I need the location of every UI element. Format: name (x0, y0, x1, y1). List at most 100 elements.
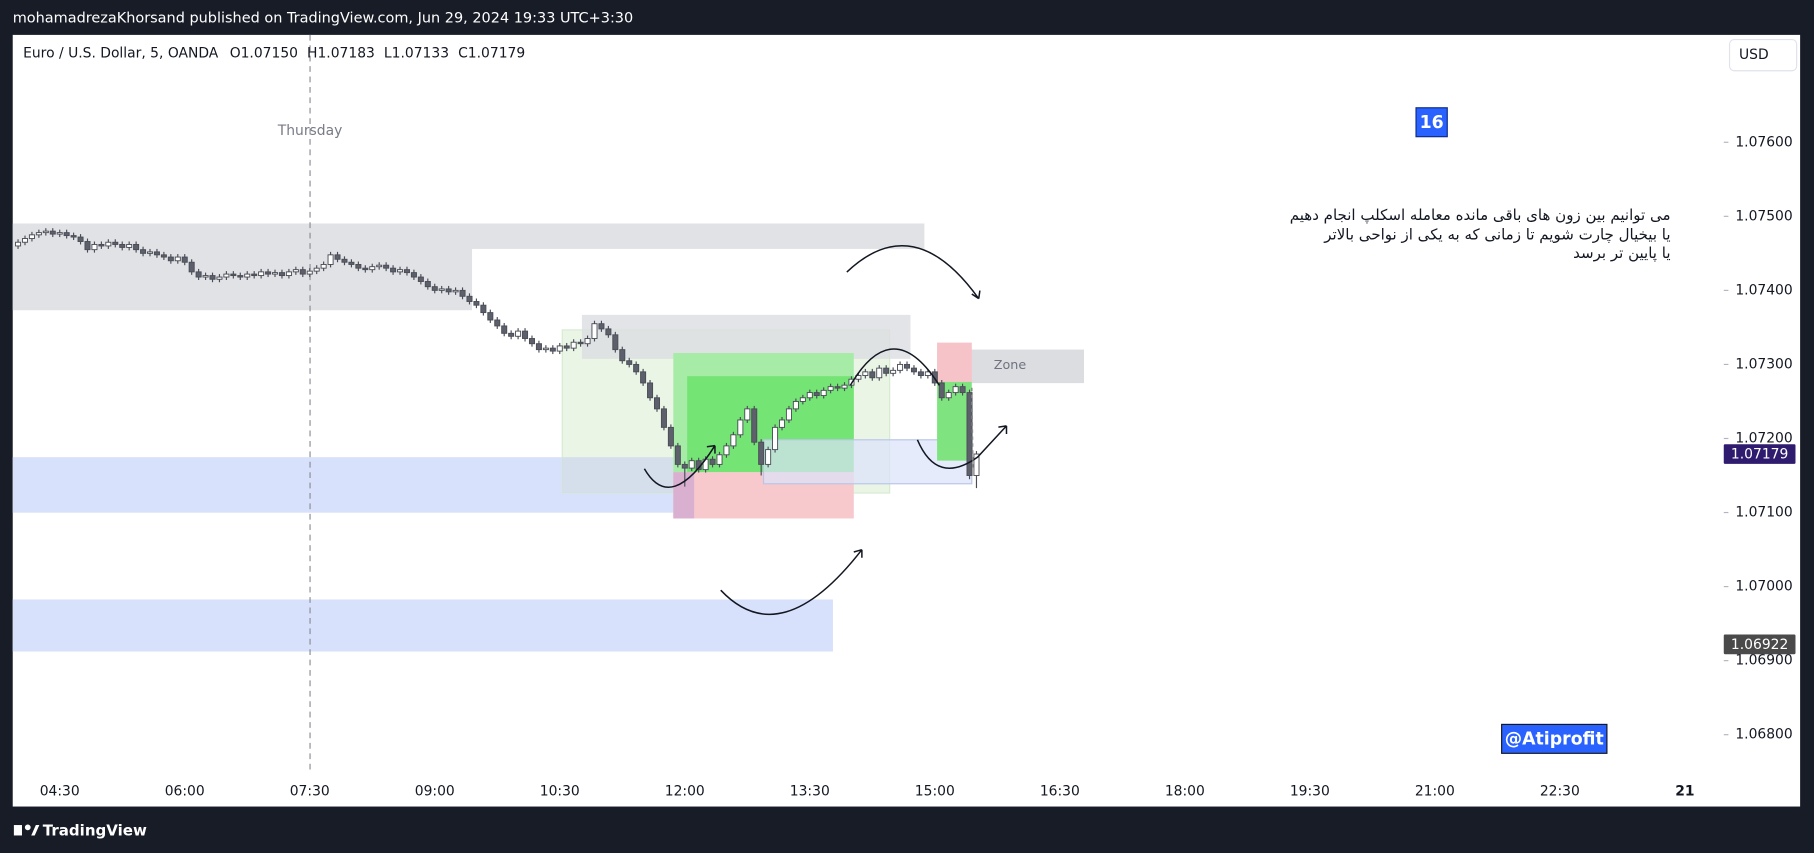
candle-down (160, 254, 167, 258)
arrow (720, 548, 863, 616)
day-label: Thursday (277, 123, 343, 139)
symbol: Euro / U.S. Dollar, 5, OANDA (23, 45, 219, 61)
candle-down (167, 256, 174, 262)
candle-up (737, 419, 744, 436)
candle-up (105, 241, 112, 247)
x-tick-label: 09:00 (415, 783, 455, 799)
candle-down (133, 244, 140, 251)
zone-box (12, 599, 833, 652)
candle-up (570, 341, 577, 349)
symbol-legend: Euro / U.S. Dollar, 5, OANDA O1.07150 H1… (23, 45, 525, 61)
candle-up (890, 369, 897, 374)
candle-down (501, 325, 508, 334)
candle-down (966, 392, 973, 476)
price-label-box (1723, 634, 1796, 655)
y-tick-label: 1.07300 (1735, 356, 1792, 372)
logo-mark (13, 825, 22, 836)
stop-box (937, 342, 972, 382)
candle-down (383, 264, 390, 269)
candle-down (355, 263, 362, 269)
candle-down (230, 273, 237, 277)
candle-down (63, 232, 70, 237)
candle-down (153, 251, 160, 256)
arrows (643, 245, 1008, 616)
arrow (849, 348, 941, 386)
candle-down (681, 463, 688, 469)
candle-up (216, 276, 223, 280)
candle-down (410, 272, 417, 278)
y-tick-label: 1.07500 (1735, 208, 1792, 224)
ohlc-key: C (458, 45, 468, 61)
candle-up (452, 289, 459, 293)
candle-down (647, 382, 654, 399)
candle-up (320, 263, 327, 269)
stop-box (673, 472, 695, 519)
candle-down (278, 272, 285, 277)
badge-text: 16 (1420, 113, 1444, 133)
candle-up (744, 408, 751, 421)
candle-down (494, 319, 501, 327)
ohlc-value: 1.07133 (392, 45, 449, 61)
candle-down (619, 349, 626, 362)
candle-down (480, 304, 487, 314)
candle-down (188, 261, 195, 273)
candle-up (897, 363, 904, 371)
candle-up (584, 338, 591, 345)
candle-down (910, 367, 917, 373)
x-tick-label: 10:30 (540, 783, 580, 799)
candle-down (112, 241, 119, 245)
price-label: 1.07179 (1731, 447, 1788, 463)
ohlc-value: 1.07150 (241, 45, 298, 61)
candle-down (938, 382, 945, 399)
candle-down (612, 334, 619, 351)
candle-down (535, 343, 542, 351)
watermark-box (1501, 723, 1608, 754)
candle-up (397, 269, 404, 273)
candle-up (438, 288, 445, 291)
candle-up (376, 264, 383, 268)
candle-down (77, 236, 84, 242)
candle-down (549, 347, 556, 352)
currency-button[interactable] (1728, 38, 1798, 72)
candle-up (862, 371, 869, 377)
candle-down (445, 288, 452, 293)
currency[interactable]: USD (1739, 47, 1769, 63)
x-tick-label: 07:30 (290, 783, 330, 799)
candle-down (466, 295, 473, 302)
candle-up (785, 408, 792, 421)
brand-name: TradingView (43, 821, 147, 839)
candle-up (945, 392, 952, 399)
candle-down (640, 371, 647, 384)
y-tick-label: 1.06900 (1735, 653, 1792, 669)
candle-up (820, 389, 827, 396)
logo-mark (31, 825, 40, 836)
candle-down (431, 286, 438, 291)
candle-up (56, 232, 63, 235)
candle-up (15, 241, 22, 247)
candle-down (341, 258, 348, 263)
ohlc-value: 1.07179 (468, 45, 525, 61)
x-tick-label: 19:30 (1290, 783, 1330, 799)
candle-up (542, 347, 549, 351)
candle-down (758, 441, 765, 465)
drawings: Zone Thursday (12, 34, 1085, 770)
ohlc-key: O (230, 45, 241, 61)
chart-pane (12, 34, 1801, 807)
candle-down (417, 276, 424, 282)
candle-down (334, 254, 341, 260)
x-tick-label: 15:00 (915, 783, 955, 799)
candle-down (473, 301, 480, 306)
candle-up (556, 345, 563, 352)
candle-down (660, 408, 667, 428)
candle-down (119, 244, 126, 248)
candle-down (959, 386, 966, 394)
candle-up (42, 230, 49, 234)
candle-down (528, 338, 535, 345)
candles (15, 228, 980, 489)
candle-up (772, 426, 779, 451)
candle-down (195, 271, 202, 278)
note-line: یا بیخیال چارت شویم تا زمانی که به یکی ا… (1323, 226, 1670, 244)
ohlc-value: 1.07183 (317, 45, 374, 61)
x-tick-label: 06:00 (165, 783, 205, 799)
x-tick-label: 18:00 (1165, 783, 1205, 799)
